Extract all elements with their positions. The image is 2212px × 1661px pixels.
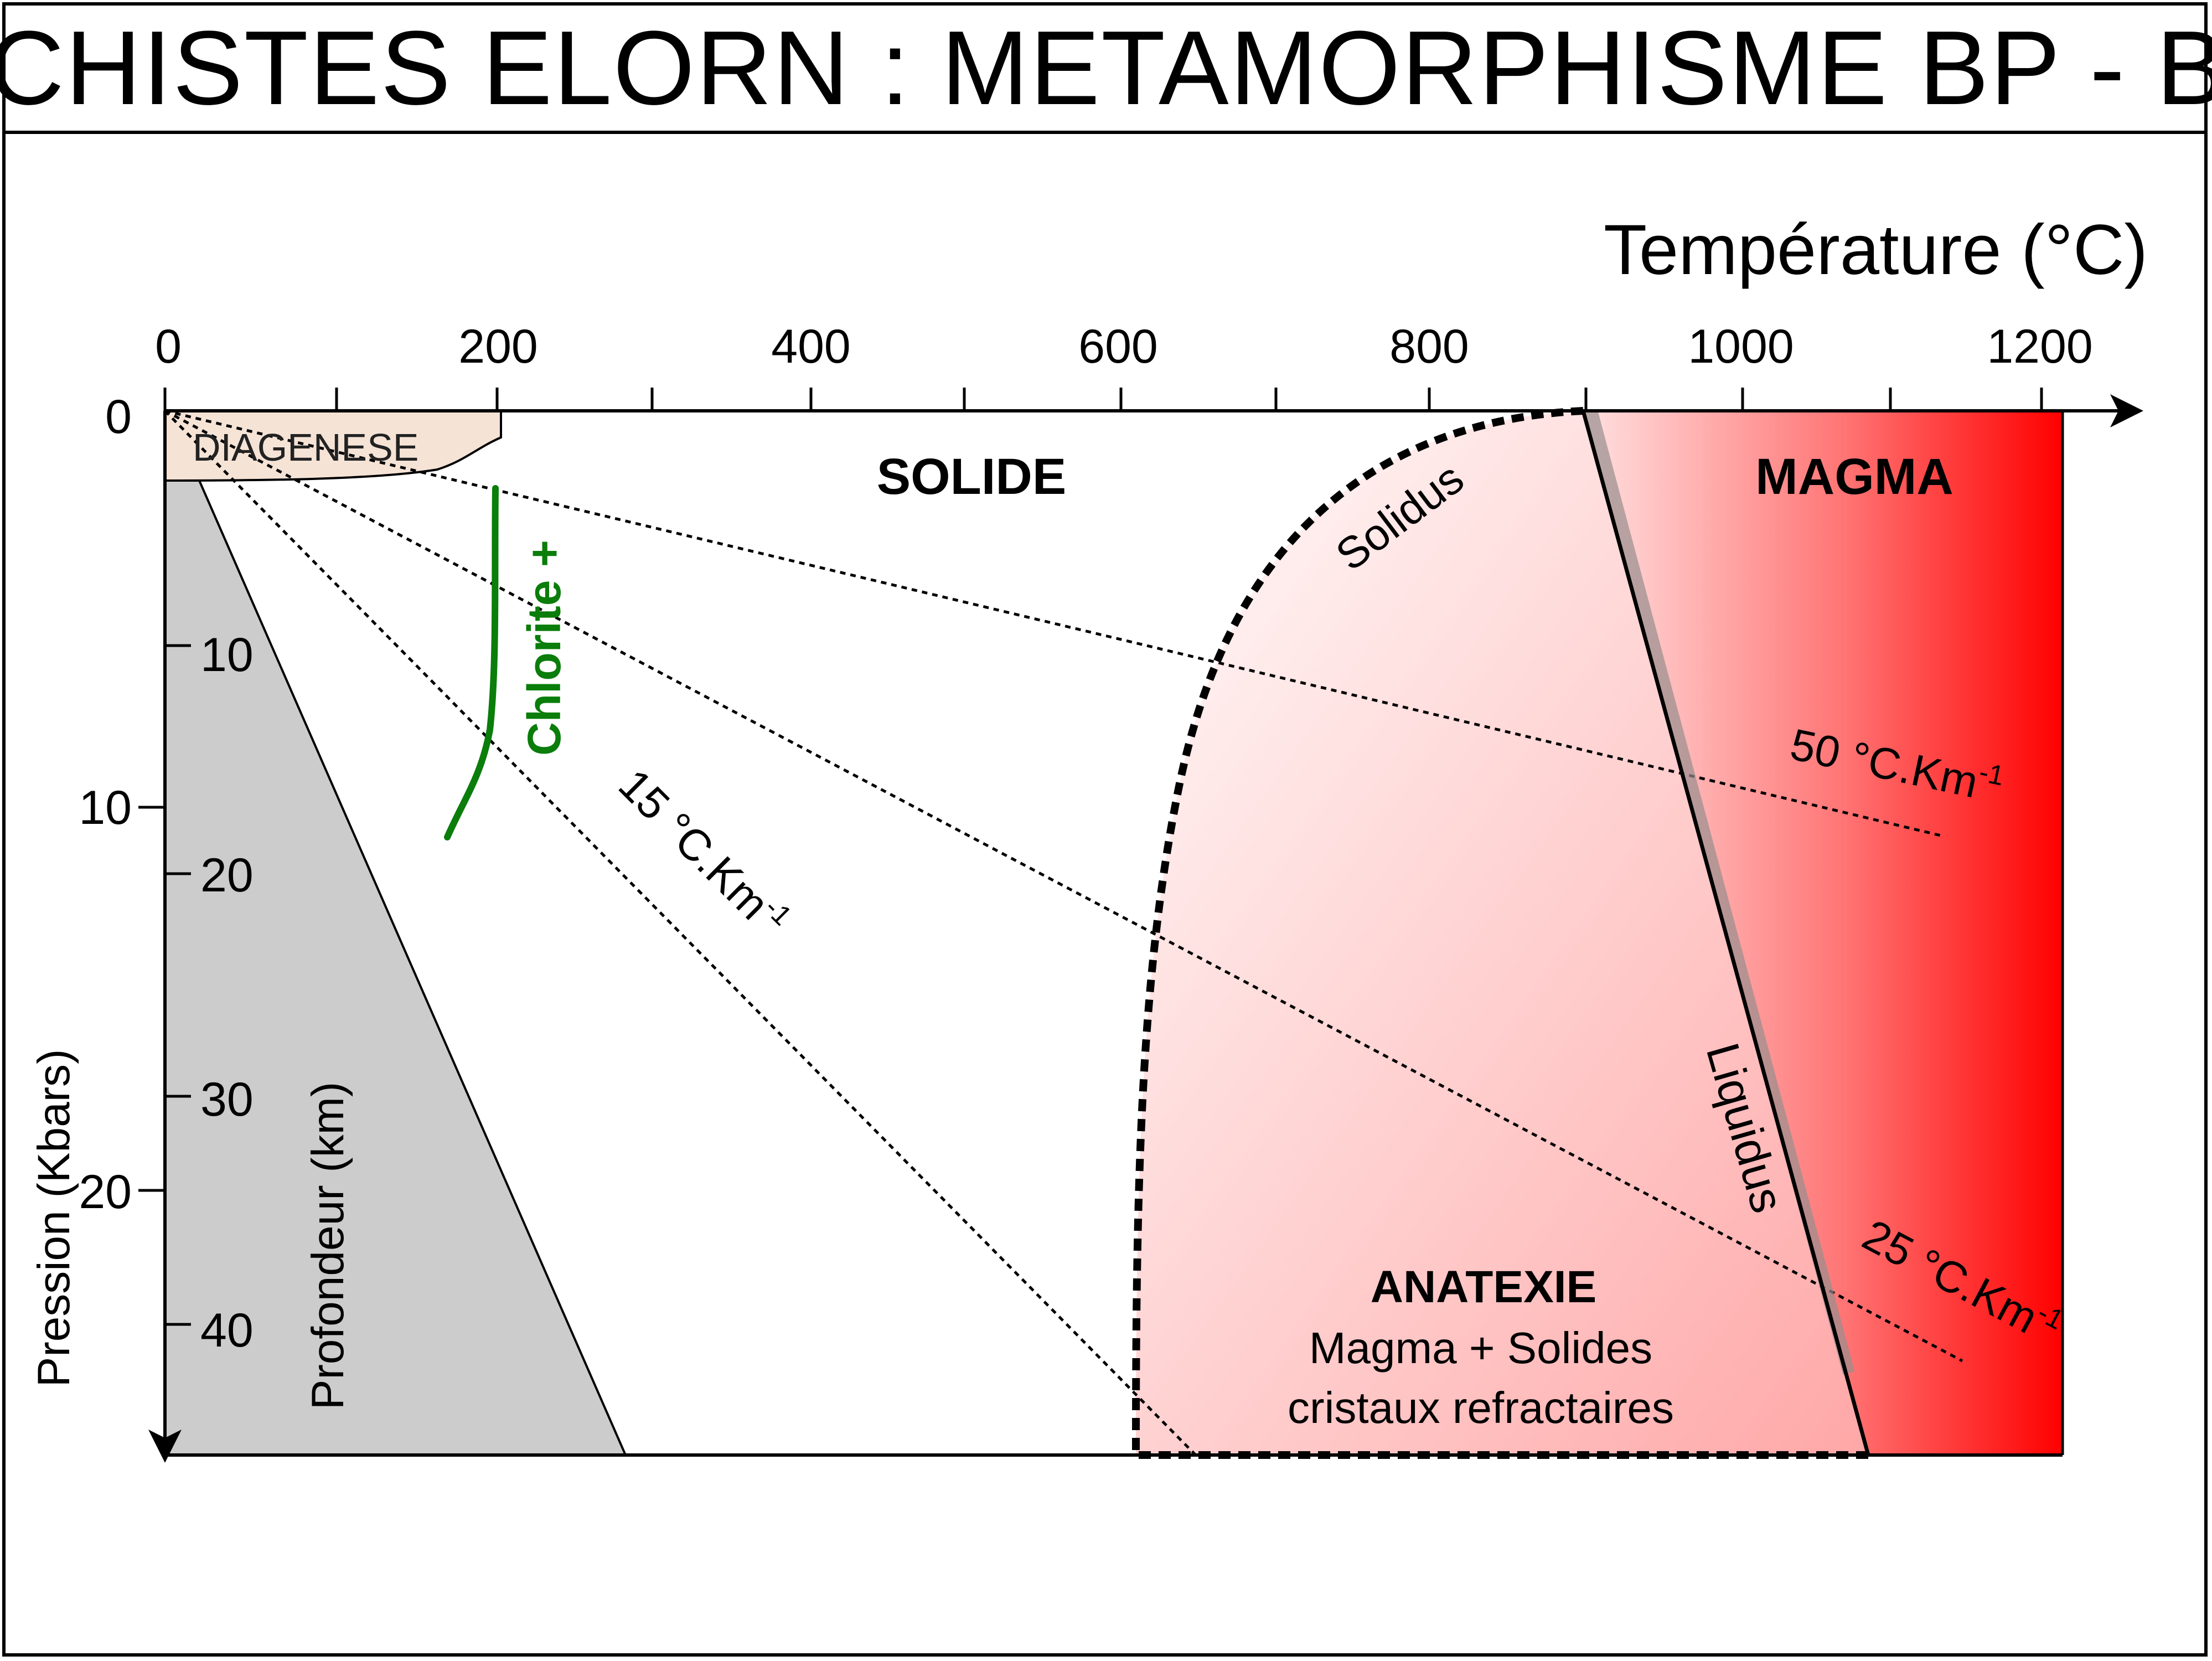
solidus-curve [1131,407,1868,1459]
tick-label-t1200: 1200 [1987,320,2092,373]
depth-tick-labels: 10 20 30 40 [200,628,254,1357]
gradient-label-15: 15 °C.Km-1 [609,757,798,946]
tick-label-p0: 0 [105,390,132,443]
page-title: SCHISTES ELORN : METAMORPHISME BP - BT [0,9,2212,127]
pressure-ticks [138,806,165,1192]
tick-label-d30: 30 [200,1073,254,1126]
gradient-line-25 [164,409,1963,1363]
tick-label-d20: 20 [200,849,254,902]
anatexie-line-2: cristaux refractaires [1288,1383,1674,1432]
gradient-line-15 [164,410,1197,1456]
depth-ticks [165,644,191,1326]
tick-label-d40: 40 [200,1304,254,1357]
temperature-ticks [163,388,2043,411]
title-bar: SCHISTES ELORN : METAMORPHISME BP - BT [0,6,2212,134]
temperature-tick-labels: 0 200 400 600 800 1000 1200 [155,320,2093,373]
tick-label-t1000: 1000 [1688,320,1794,373]
diagenese-label: DIAGENESE [193,426,418,469]
diagenese-zone [164,410,502,482]
anatexie-field [1136,411,1868,1455]
anatexie-title: ANATEXIE [1371,1262,1597,1312]
tick-label-t400: 400 [771,320,851,373]
tick-label-t0: 0 [155,320,182,373]
pressure-tick-labels: 0 10 20 [79,390,132,1219]
liquidus-shadow [1585,409,1855,1375]
tick-label-d10: 10 [200,628,254,682]
tick-label-p10: 10 [79,781,132,834]
gradient-15-text: 15 °C.Km-1 [609,757,798,946]
tick-label-t200: 200 [458,320,538,373]
anatexie-line-1: Magma + Solides [1309,1323,1652,1373]
depth-axis-label: Profondeur (km) [303,1082,353,1410]
tick-label-p20: 20 [79,1165,132,1219]
pressure-axis-label: Pression (Kbars) [29,1049,79,1387]
magma-field [1583,411,2063,1455]
solide-label: SOLIDE [877,448,1066,505]
liquidus-curve [1581,410,1870,1456]
magma-label: MAGMA [1755,448,1953,505]
chlorite-curve [444,485,499,840]
tick-label-t800: 800 [1389,320,1469,373]
tick-label-t600: 600 [1078,320,1158,373]
chlorite-label: Chlorite + [518,540,570,756]
temperature-axis-label: Température (°C) [1604,210,2148,290]
gradient-15-value: 15 °C.Km [609,760,779,929]
